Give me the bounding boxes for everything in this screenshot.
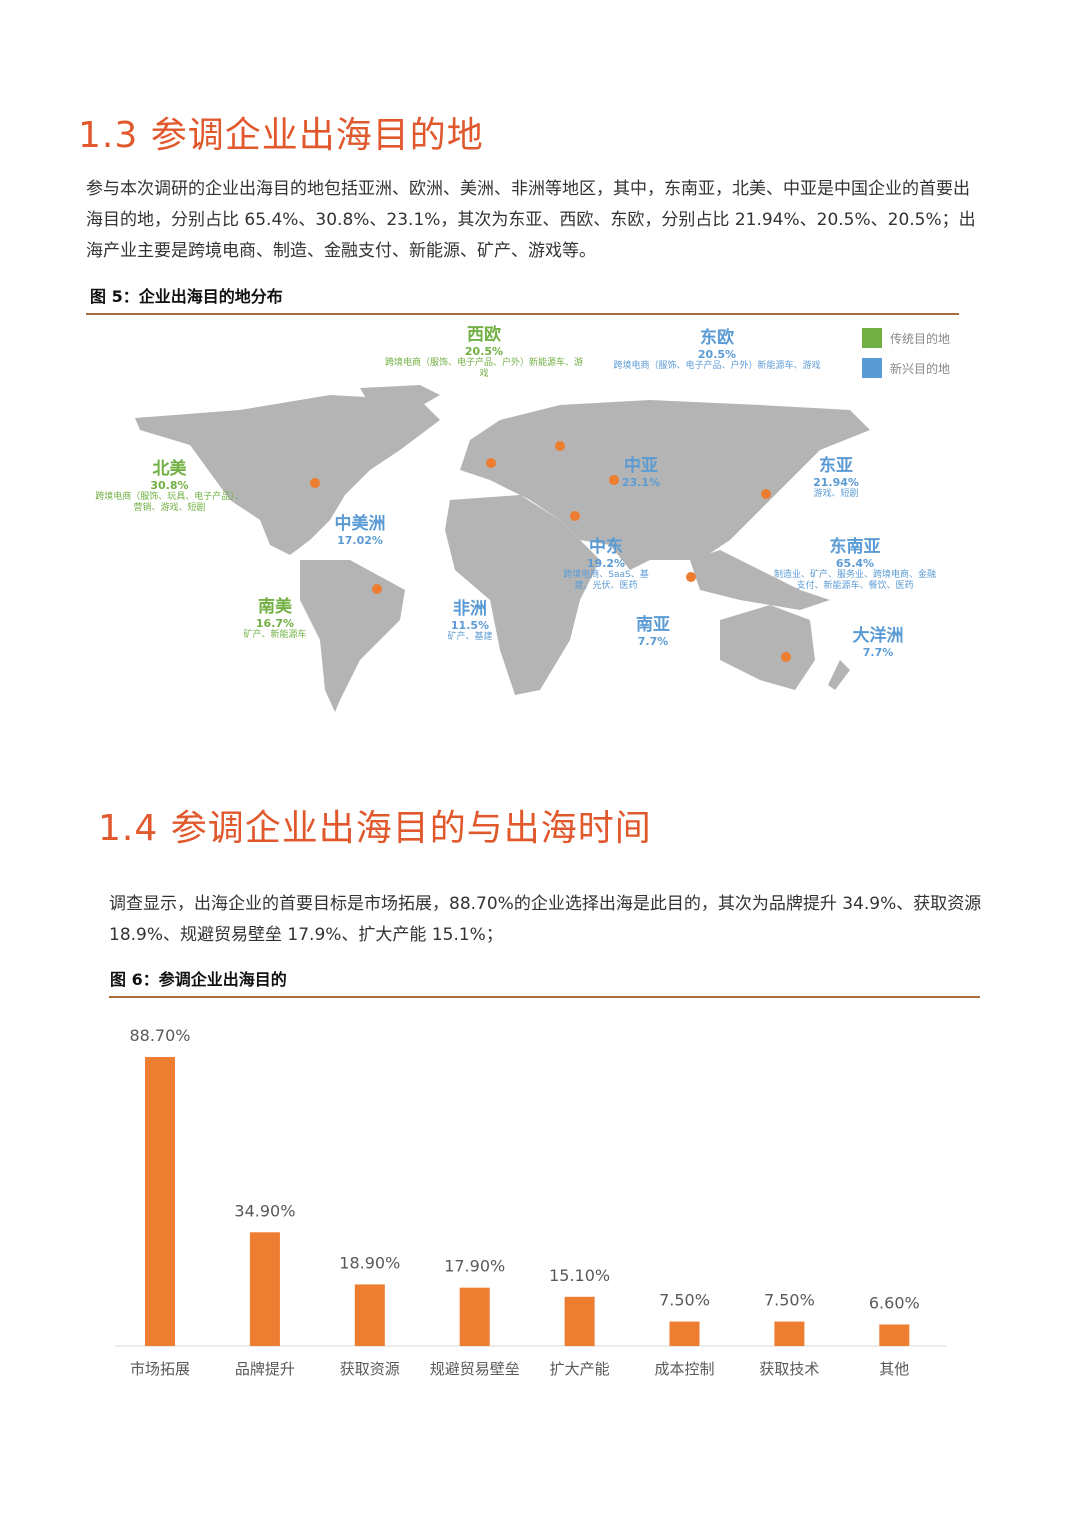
region-label-north-america: 北美 30.8% 跨境电商（服饰、玩具、电子产品）、营销、游戏、短剧 <box>95 459 244 513</box>
data-label: 7.50% <box>659 1291 710 1310</box>
marker-west-europe <box>486 458 496 468</box>
bar-0 <box>145 1057 175 1346</box>
data-label: 7.50% <box>764 1291 815 1310</box>
legend-traditional: 传统目的地 <box>862 328 950 348</box>
marker-south-america <box>372 584 382 594</box>
marker-east-europe <box>555 441 565 451</box>
marker-east-asia <box>761 489 771 499</box>
bar-2 <box>354 1284 385 1346</box>
legend-emerging: 新兴目的地 <box>862 358 950 378</box>
southeast-asia-shape <box>690 550 830 610</box>
world-map <box>135 385 870 712</box>
region-label-east-asia: 东亚 21.94% 游戏、短剧 <box>813 456 859 500</box>
bar-5 <box>669 1321 700 1346</box>
legend-swatch <box>862 328 882 348</box>
region-label-south-asia: 南亚 7.7% <box>636 615 670 648</box>
legend-label: 新兴目的地 <box>890 361 951 376</box>
region-label-africa: 非洲 11.5% 矿产、基建 <box>447 599 493 643</box>
region-label-west-europe: 西欧 20.5% 跨境电商（服饰、电子产品、户外）新能源车、游戏 <box>384 325 583 379</box>
section-1-4-paragraph: 调查显示，出海企业的首要目标是市场拓展，88.70%的企业选择出海是此目的，其次… <box>109 894 982 945</box>
data-label: 34.90% <box>234 1201 295 1220</box>
category-label: 扩大产能 <box>550 1360 610 1378</box>
category-label: 市场拓展 <box>130 1360 190 1378</box>
category-label: 获取技术 <box>759 1360 819 1378</box>
data-label: 6.60% <box>869 1293 920 1312</box>
region-label-east-europe: 东欧 20.5% 跨境电商（服饰、电子产品、户外）新能源车、游戏 <box>613 328 821 372</box>
data-label: 88.70% <box>129 1026 190 1045</box>
region-label-central-america: 中美洲 17.02% <box>334 514 386 547</box>
purpose-bar-chart: 88.70% 市场拓展 34.90% 品牌提升 18.90% 获取资源 17.90% 规避贸易… <box>115 1026 946 1378</box>
bar-4 <box>564 1296 595 1346</box>
marker-north-america <box>310 478 320 488</box>
marker-central-asia <box>609 475 619 485</box>
marker-middle-east <box>570 511 580 521</box>
legend-label: 传统目的地 <box>890 331 951 346</box>
south-america-shape <box>300 560 405 712</box>
legend-swatch <box>862 358 882 378</box>
region-label-south-america: 南美 16.7% 矿产、新能源车 <box>243 597 307 641</box>
bar-3 <box>459 1287 490 1346</box>
category-label: 其他 <box>879 1360 909 1378</box>
marker-oceania <box>781 652 791 662</box>
bar-1 <box>249 1232 280 1346</box>
category-label: 规避贸易壁垒 <box>430 1360 520 1378</box>
new-zealand-shape <box>828 660 850 690</box>
data-label: 18.90% <box>339 1253 400 1272</box>
region-label-southeast-asia: 东南亚 65.4% 制造业、矿产、服务业、跨境电商、金融支付、新能源车、餐饮、医药 <box>773 537 936 591</box>
region-label-middle-east: 中东 19.2% 跨境电商、SaaS、基建、光伏、医药 <box>563 537 649 591</box>
bar-6 <box>774 1321 805 1346</box>
divider <box>86 313 959 315</box>
africa-shape <box>445 495 600 695</box>
divider <box>109 996 980 998</box>
category-label: 成本控制 <box>654 1360 714 1378</box>
figure-6-title: 图 6：参调企业出海目的 <box>110 970 287 989</box>
bar-7 <box>879 1324 910 1346</box>
category-label: 品牌提升 <box>235 1360 295 1378</box>
australia-shape <box>720 605 815 690</box>
marker-southeast-asia <box>686 572 696 582</box>
data-label: 15.10% <box>549 1266 610 1285</box>
section-title-1-3: 1.3 参调企业出海目的地 <box>78 115 484 156</box>
region-label-oceania: 大洋洲 7.7% <box>852 626 904 659</box>
figure-5-title: 图 5：企业出海目的地分布 <box>90 287 283 306</box>
section-1-3-paragraph: 参与本次调研的企业出海目的地包括亚洲、欧洲、美洲、非洲等地区，其中，东南亚，北美… <box>86 179 976 261</box>
greenland-shape <box>360 385 440 415</box>
data-label: 17.90% <box>444 1257 505 1276</box>
section-title-1-4: 1.4 参调企业出海目的与出海时间 <box>98 808 652 849</box>
category-label: 获取资源 <box>340 1360 400 1378</box>
region-label-central-asia: 中亚 23.1% <box>621 456 661 489</box>
north-america-shape <box>135 395 440 555</box>
